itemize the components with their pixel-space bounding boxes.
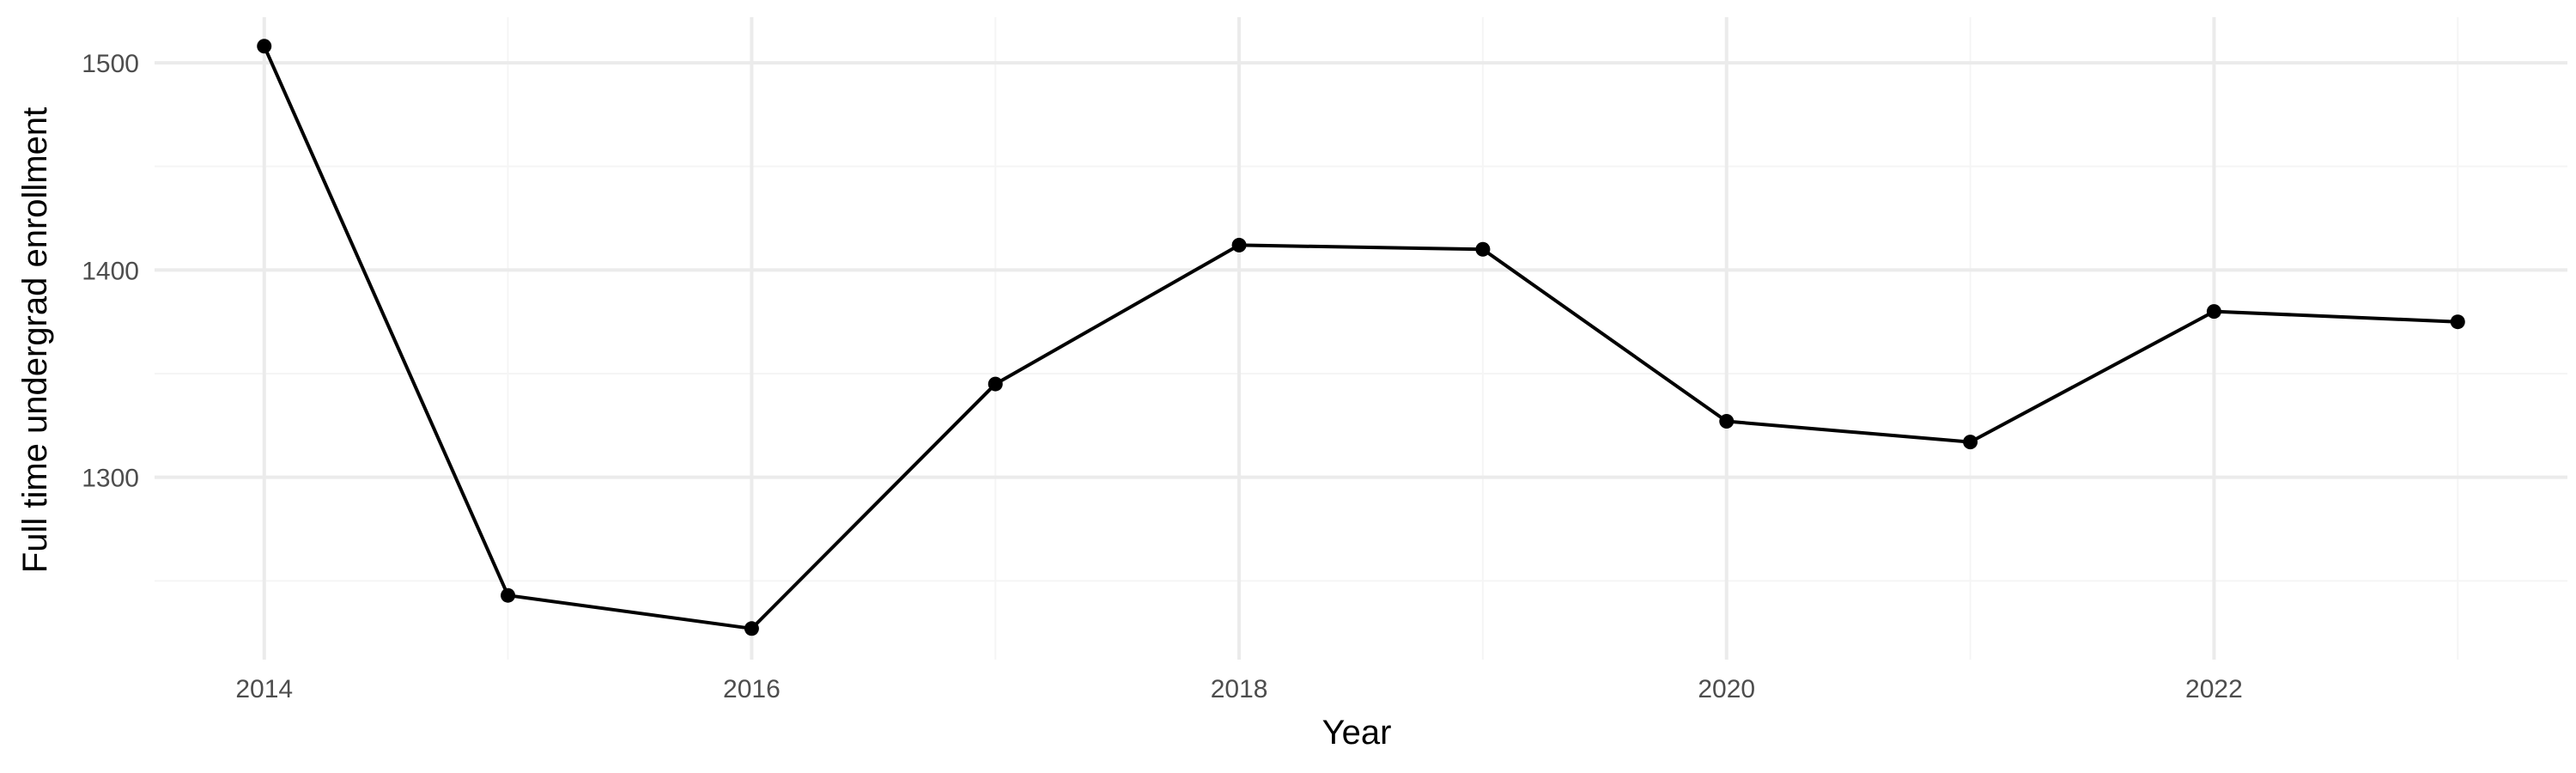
- data-point: [501, 587, 516, 603]
- data-point: [987, 376, 1003, 392]
- x-axis-title: Year: [1322, 714, 1392, 752]
- x-tick-label: 2014: [235, 675, 293, 703]
- y-tick-label: 1500: [82, 50, 139, 78]
- y-axis-title: Full time undergrad enrollment: [16, 107, 54, 573]
- data-point: [1719, 414, 1735, 429]
- data-point: [1963, 435, 1978, 450]
- data-point: [2206, 304, 2221, 320]
- data-point: [1475, 241, 1491, 257]
- y-tick-label: 1300: [82, 465, 139, 493]
- data-point: [257, 39, 272, 54]
- series-layer: [262, 45, 2458, 630]
- x-tick-label: 2022: [2185, 675, 2243, 703]
- x-tick-label: 2018: [1211, 675, 1268, 703]
- major-gridlines: [155, 17, 2567, 660]
- points-layer: [257, 39, 2465, 636]
- y-axis-tick-labels: 1300 1400 1500: [82, 50, 139, 493]
- data-point: [744, 621, 759, 636]
- enrollment-line: [262, 45, 2458, 630]
- data-point: [2450, 314, 2465, 330]
- y-tick-label: 1400: [82, 257, 139, 285]
- x-tick-label: 2020: [1698, 675, 1755, 703]
- minor-gridlines: [155, 17, 2567, 660]
- data-point: [1231, 237, 1247, 253]
- x-axis-tick-labels: 2014 2016 2018 2020 2022: [235, 675, 2242, 703]
- x-tick-label: 2016: [723, 675, 781, 703]
